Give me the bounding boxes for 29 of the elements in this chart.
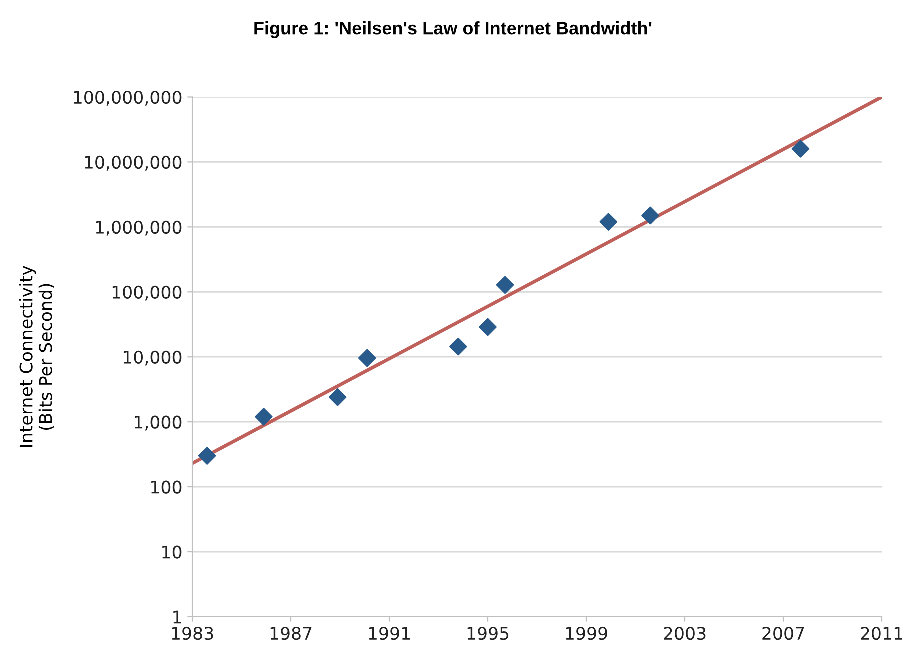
y-tick-label: 100 xyxy=(152,480,182,494)
point xyxy=(600,213,618,231)
y-axis-title: Internet Connectivity (Bits Per Second) xyxy=(19,266,54,448)
y-tick-label: 100,000,000 xyxy=(74,90,182,106)
point xyxy=(496,276,514,294)
point xyxy=(642,206,660,225)
point xyxy=(792,140,810,158)
x-tick-label: 1983 xyxy=(172,627,214,640)
point xyxy=(479,318,497,336)
x-tick-label: 1995 xyxy=(468,627,509,640)
point xyxy=(328,388,347,406)
x-tick-label: 1991 xyxy=(369,627,410,640)
y-tick-label: 1 xyxy=(174,610,182,624)
y-tick-label: 10,000 xyxy=(124,350,182,366)
x-tick-label: 1999 xyxy=(566,627,608,640)
y-tick-label: 100,000 xyxy=(112,286,182,301)
y-tick-label: 1,000,000 xyxy=(96,220,182,236)
y-tick-label: 10,000,000 xyxy=(85,156,182,171)
x-tick-label: 2007 xyxy=(762,627,804,640)
y-tick-label: 10 xyxy=(162,546,182,559)
point xyxy=(450,338,468,356)
x-tick-label: 2003 xyxy=(664,627,706,640)
point xyxy=(255,408,273,426)
point xyxy=(198,447,216,465)
x-tick-label: 1987 xyxy=(270,627,312,640)
chart-title: Figure 1: 'Neilsen's Law of Internet Bandwidth' xyxy=(254,22,652,38)
y-tick-label: 1,000 xyxy=(135,416,182,431)
x-tick-label: 2011 xyxy=(861,627,902,640)
point xyxy=(358,349,376,368)
